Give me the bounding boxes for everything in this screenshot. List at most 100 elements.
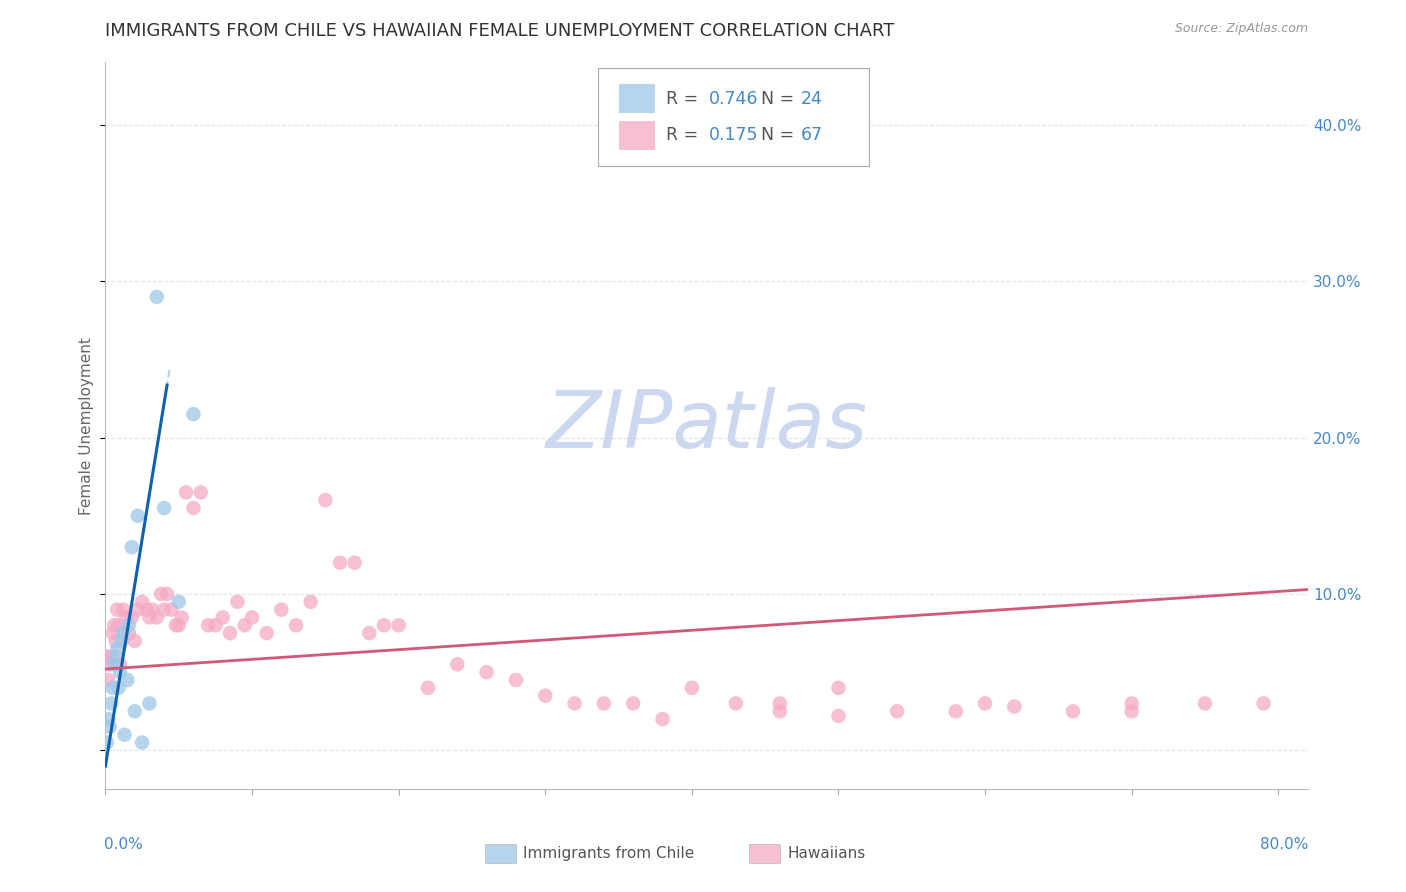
Point xyxy=(105,641,128,656)
Point xyxy=(108,665,131,680)
Point xyxy=(97,673,120,687)
Point xyxy=(150,587,173,601)
Point xyxy=(314,493,336,508)
Point xyxy=(827,709,849,723)
Point xyxy=(127,602,149,616)
Point xyxy=(1121,697,1143,711)
Text: 67: 67 xyxy=(800,126,823,145)
Point xyxy=(121,540,143,554)
Point xyxy=(112,626,135,640)
Point xyxy=(101,681,124,695)
Text: 0.175: 0.175 xyxy=(709,126,758,145)
FancyBboxPatch shape xyxy=(599,69,869,167)
Point xyxy=(118,626,141,640)
Point xyxy=(204,618,226,632)
Point xyxy=(724,697,747,711)
Point xyxy=(167,618,190,632)
Point xyxy=(256,626,278,640)
Point xyxy=(167,595,190,609)
Point xyxy=(117,673,139,687)
Point xyxy=(104,649,127,664)
Point xyxy=(564,697,586,711)
Point xyxy=(97,712,120,726)
Point xyxy=(165,618,187,632)
Point xyxy=(105,602,128,616)
Point xyxy=(118,618,141,632)
Point xyxy=(621,697,644,711)
Point xyxy=(107,681,129,695)
Point xyxy=(141,602,163,616)
Point xyxy=(240,610,263,624)
Point xyxy=(446,657,468,672)
Point xyxy=(183,407,205,421)
Point xyxy=(131,735,153,749)
Point xyxy=(505,673,527,687)
Point xyxy=(145,290,167,304)
Point xyxy=(160,602,183,616)
Point xyxy=(145,610,167,624)
Bar xyxy=(749,844,780,863)
Point xyxy=(593,697,616,711)
Point xyxy=(101,626,124,640)
Point xyxy=(112,602,135,616)
Point xyxy=(211,610,233,624)
Text: 80.0%: 80.0% xyxy=(1260,837,1309,852)
Bar xyxy=(619,120,655,150)
Point xyxy=(945,704,967,718)
Point xyxy=(127,508,149,523)
Point xyxy=(110,633,132,648)
Text: Source: ZipAtlas.com: Source: ZipAtlas.com xyxy=(1174,22,1308,36)
Text: R =: R = xyxy=(665,126,703,145)
Point xyxy=(190,485,212,500)
Point xyxy=(974,697,997,711)
Point xyxy=(329,556,352,570)
Point xyxy=(388,618,411,632)
Text: 0.746: 0.746 xyxy=(709,90,758,108)
Point xyxy=(1194,697,1216,711)
Point xyxy=(1062,704,1084,718)
Point xyxy=(343,556,366,570)
Point xyxy=(138,697,160,711)
Point xyxy=(108,657,131,672)
Point xyxy=(769,697,792,711)
Text: Immigrants from Chile: Immigrants from Chile xyxy=(523,847,695,861)
Point xyxy=(124,704,146,718)
Point xyxy=(886,704,908,718)
Point xyxy=(651,712,673,726)
Point xyxy=(174,485,197,500)
Point xyxy=(769,704,792,718)
Point xyxy=(1002,699,1025,714)
Point xyxy=(270,602,292,616)
Point xyxy=(131,595,153,609)
Point xyxy=(96,735,118,749)
Point xyxy=(219,626,242,640)
Point xyxy=(827,681,849,695)
Point xyxy=(100,649,122,664)
Point xyxy=(1253,697,1275,711)
Y-axis label: Female Unemployment: Female Unemployment xyxy=(79,337,94,515)
Point xyxy=(475,665,498,680)
Point xyxy=(121,610,143,624)
Point xyxy=(534,689,557,703)
Point xyxy=(115,610,138,624)
Text: 24: 24 xyxy=(800,90,823,108)
Text: R =: R = xyxy=(665,90,703,108)
Point xyxy=(299,595,322,609)
Point xyxy=(1121,704,1143,718)
Point xyxy=(681,681,703,695)
Point xyxy=(183,501,205,516)
Point xyxy=(98,657,121,672)
Point xyxy=(103,657,125,672)
Point xyxy=(233,618,256,632)
Point xyxy=(135,602,157,616)
Point xyxy=(416,681,439,695)
Point xyxy=(104,633,127,648)
Text: N =: N = xyxy=(761,90,800,108)
Point xyxy=(138,610,160,624)
Point xyxy=(114,728,136,742)
Point xyxy=(103,618,125,632)
Point xyxy=(153,501,176,516)
Point xyxy=(124,633,146,648)
Text: ZIPatlas: ZIPatlas xyxy=(546,387,868,465)
Point xyxy=(96,649,118,664)
